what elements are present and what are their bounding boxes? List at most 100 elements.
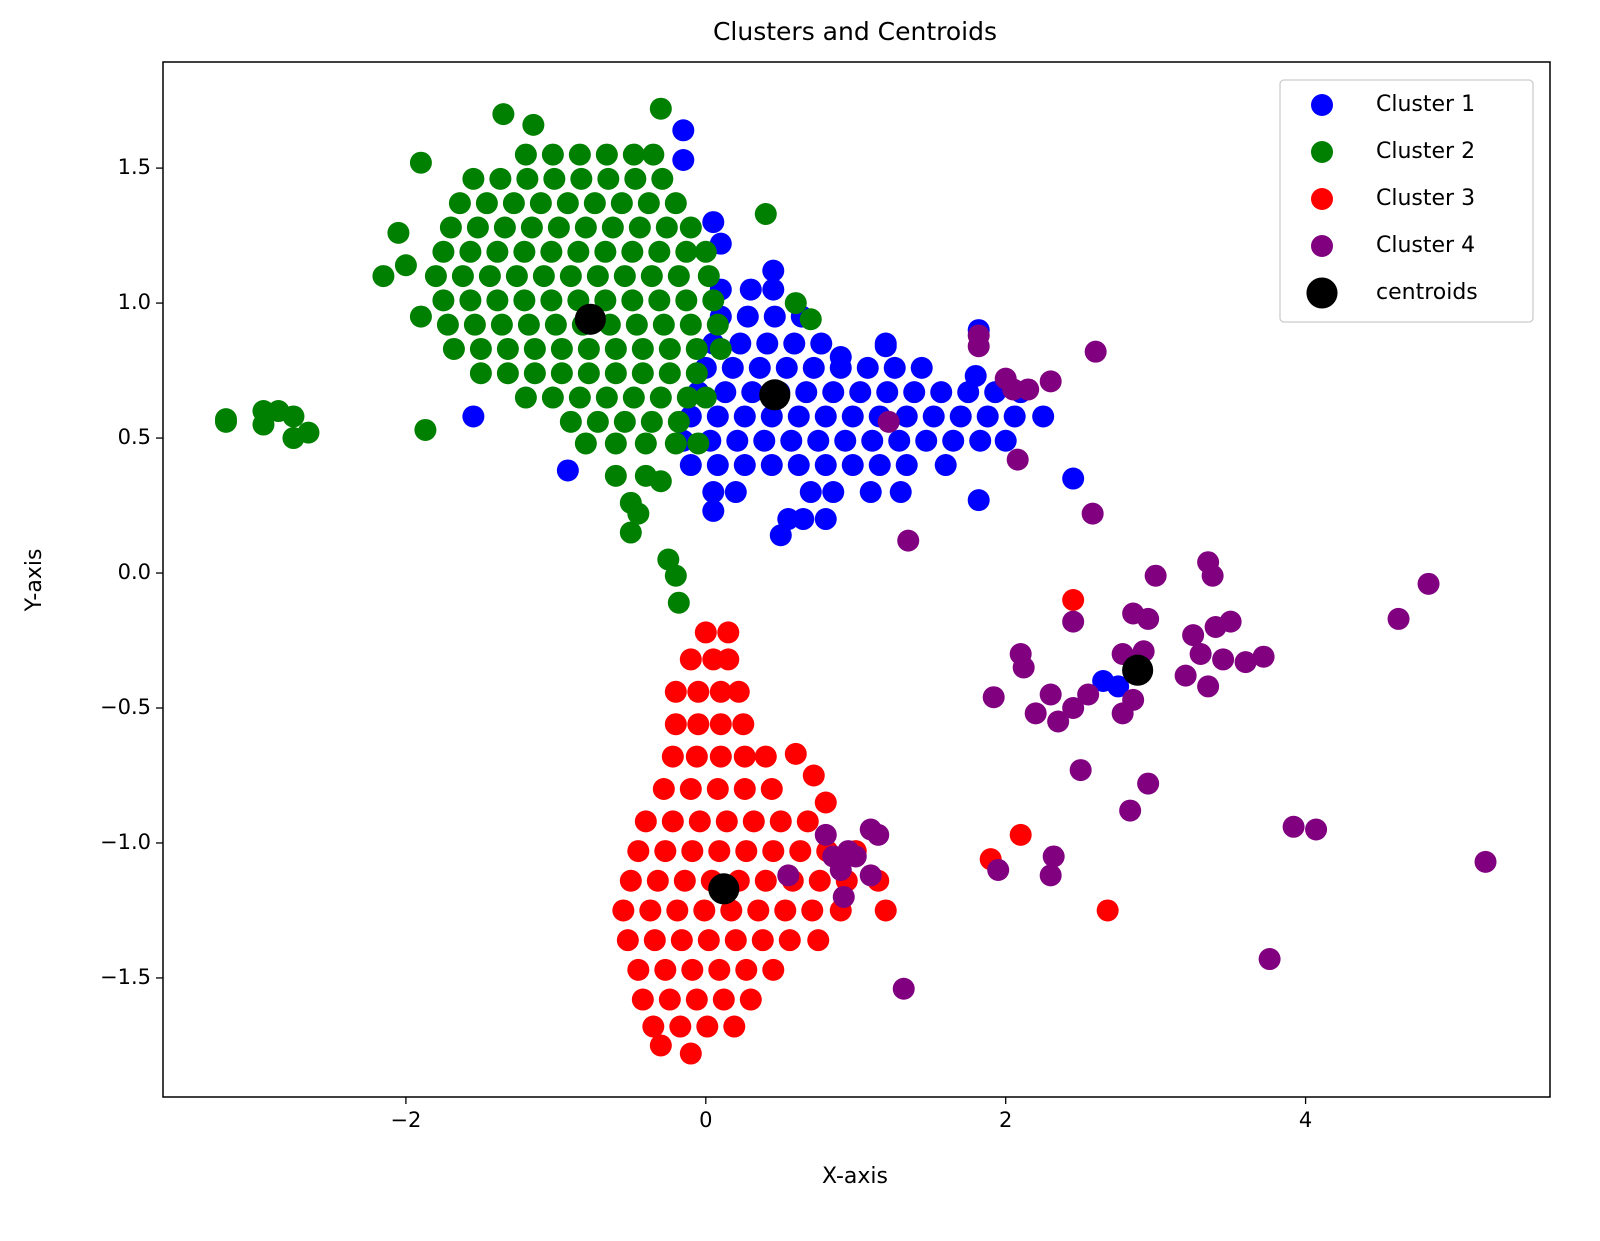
point: [784, 292, 807, 315]
point: [459, 240, 482, 263]
y-tick-label: 0.0: [118, 560, 151, 584]
point: [667, 591, 690, 614]
point: [1039, 864, 1062, 887]
point: [1258, 948, 1281, 971]
point: [595, 386, 618, 409]
point: [796, 810, 819, 833]
point: [810, 332, 833, 355]
point: [622, 386, 645, 409]
point: [679, 1042, 702, 1065]
point: [619, 521, 642, 544]
point: [1017, 378, 1040, 401]
point: [594, 289, 617, 312]
point: [658, 362, 681, 385]
point: [432, 240, 455, 263]
point: [570, 167, 593, 190]
point: [1201, 564, 1224, 587]
point: [490, 313, 513, 336]
point: [910, 356, 933, 379]
point: [760, 777, 783, 800]
chart-title: Clusters and Centroids: [713, 17, 997, 46]
point: [463, 313, 486, 336]
point: [664, 680, 687, 703]
point: [502, 192, 525, 215]
point: [1003, 405, 1026, 428]
point: [694, 240, 717, 263]
point: [664, 432, 687, 455]
point: [478, 265, 501, 288]
point: [522, 113, 545, 136]
legend-label: Cluster 1: [1376, 92, 1475, 117]
point: [969, 429, 992, 452]
point: [756, 332, 779, 355]
point: [754, 745, 777, 768]
point: [702, 481, 725, 504]
point: [1174, 664, 1197, 687]
point: [760, 454, 783, 477]
point: [697, 929, 720, 952]
point: [613, 265, 636, 288]
point: [774, 899, 797, 922]
point: [523, 362, 546, 385]
point: [649, 470, 672, 493]
point: [733, 454, 756, 477]
x-tick-label: 4: [1299, 1108, 1312, 1132]
point: [685, 362, 708, 385]
point: [903, 381, 926, 404]
point: [1182, 624, 1205, 647]
point: [550, 337, 573, 360]
point: [451, 265, 474, 288]
point: [462, 405, 485, 428]
point: [915, 429, 938, 452]
point: [648, 289, 671, 312]
legend-label: Cluster 4: [1376, 233, 1475, 258]
point: [739, 278, 762, 301]
point: [604, 337, 627, 360]
point: [529, 192, 552, 215]
point: [496, 337, 519, 360]
point: [982, 686, 1005, 709]
point: [492, 103, 515, 126]
point: [640, 265, 663, 288]
point: [612, 899, 635, 922]
legend-marker: [1311, 188, 1333, 210]
point: [1084, 340, 1107, 363]
point: [667, 410, 690, 433]
point: [666, 899, 689, 922]
point: [679, 648, 702, 671]
point: [1039, 683, 1062, 706]
point: [648, 240, 671, 263]
point: [733, 405, 756, 428]
point: [625, 313, 648, 336]
point: [709, 713, 732, 736]
point: [877, 410, 900, 433]
point: [520, 216, 543, 239]
point: [709, 745, 732, 768]
point: [1024, 702, 1047, 725]
point: [687, 713, 710, 736]
x-tick-label: −2: [390, 1108, 421, 1132]
point: [868, 454, 891, 477]
point: [640, 410, 663, 433]
point: [1119, 799, 1142, 822]
point: [706, 454, 729, 477]
point: [672, 148, 695, 171]
point: [762, 259, 785, 282]
point: [732, 713, 755, 736]
point: [708, 873, 740, 905]
point: [654, 958, 677, 981]
axes-frame: [162, 61, 1551, 1098]
point: [439, 216, 462, 239]
point: [646, 869, 669, 892]
point: [214, 408, 237, 431]
point: [696, 1015, 719, 1038]
point: [1197, 675, 1220, 698]
point: [628, 216, 651, 239]
point: [486, 289, 509, 312]
point: [1069, 759, 1092, 782]
point: [1039, 370, 1062, 393]
point: [751, 929, 774, 952]
point: [814, 791, 837, 814]
point: [1062, 589, 1085, 612]
